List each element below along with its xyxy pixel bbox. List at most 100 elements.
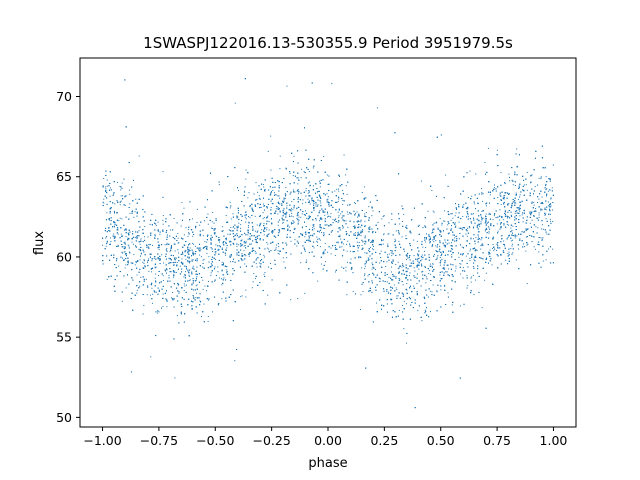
data-point xyxy=(548,201,550,203)
data-point xyxy=(179,265,181,267)
data-point xyxy=(439,229,441,231)
data-point xyxy=(146,294,148,296)
data-point xyxy=(365,212,367,214)
data-point xyxy=(365,263,367,265)
data-point xyxy=(375,269,377,271)
data-point xyxy=(347,240,349,242)
data-point xyxy=(541,196,543,198)
data-point xyxy=(312,235,314,237)
data-point xyxy=(537,244,539,246)
data-point xyxy=(511,245,513,247)
data-point xyxy=(275,248,277,250)
data-point xyxy=(316,236,318,238)
data-point xyxy=(205,290,207,292)
data-point xyxy=(177,237,179,239)
data-point xyxy=(436,251,438,253)
data-point xyxy=(219,241,221,243)
data-point xyxy=(439,274,441,276)
data-point xyxy=(270,169,272,171)
data-point xyxy=(266,234,268,236)
data-point xyxy=(298,219,300,221)
data-point xyxy=(484,279,486,281)
data-point xyxy=(538,177,540,179)
data-point xyxy=(340,238,342,240)
data-point xyxy=(390,250,392,252)
data-point xyxy=(392,287,394,289)
data-point xyxy=(267,150,269,152)
data-point xyxy=(278,253,280,255)
data-point xyxy=(454,270,456,272)
data-point xyxy=(204,285,206,287)
data-point xyxy=(106,278,108,280)
data-point xyxy=(334,190,336,192)
data-point xyxy=(199,254,201,256)
data-point xyxy=(426,233,427,235)
data-point xyxy=(360,235,362,237)
data-point xyxy=(221,284,223,286)
data-point xyxy=(447,264,449,266)
data-point xyxy=(221,298,223,300)
data-point xyxy=(185,258,187,260)
data-point xyxy=(202,259,204,261)
data-point xyxy=(459,263,461,265)
data-point xyxy=(342,189,344,191)
data-point xyxy=(356,241,358,243)
data-point xyxy=(194,245,196,247)
data-point xyxy=(281,202,283,204)
data-point xyxy=(254,230,256,232)
data-point xyxy=(535,226,537,228)
data-point xyxy=(386,254,388,256)
data-point xyxy=(480,239,482,241)
data-point xyxy=(335,246,337,248)
data-point xyxy=(237,225,239,227)
data-point xyxy=(363,186,365,188)
data-point xyxy=(122,195,124,197)
data-point xyxy=(395,240,397,242)
data-point xyxy=(451,242,453,244)
data-point xyxy=(542,260,544,262)
data-point xyxy=(195,285,197,287)
data-point xyxy=(388,276,390,278)
data-point xyxy=(278,195,280,197)
data-point xyxy=(492,238,494,240)
data-point xyxy=(390,271,392,273)
data-point xyxy=(479,225,481,227)
data-point xyxy=(290,240,292,242)
data-point xyxy=(155,266,157,268)
data-point xyxy=(172,292,174,293)
data-point xyxy=(503,224,505,226)
data-point xyxy=(262,212,264,214)
data-point xyxy=(493,187,495,189)
data-point xyxy=(203,303,205,305)
data-point xyxy=(406,238,408,240)
data-point xyxy=(398,240,400,242)
data-point xyxy=(131,241,133,243)
data-point xyxy=(454,215,456,217)
data-point xyxy=(196,292,198,294)
data-point xyxy=(278,246,280,248)
data-point xyxy=(321,231,323,233)
data-point xyxy=(241,254,243,256)
data-point xyxy=(143,304,145,306)
data-point xyxy=(324,261,326,263)
data-point xyxy=(552,209,554,211)
data-point xyxy=(277,195,279,197)
data-point xyxy=(318,220,320,222)
data-point xyxy=(257,230,259,232)
data-point xyxy=(312,227,314,229)
data-point xyxy=(393,284,395,286)
data-point xyxy=(105,188,107,190)
data-point xyxy=(346,211,348,213)
data-point xyxy=(367,275,369,277)
data-point xyxy=(542,203,544,204)
data-point xyxy=(301,168,303,170)
data-point xyxy=(485,213,487,215)
data-point xyxy=(229,201,231,203)
data-point xyxy=(405,235,407,237)
data-point xyxy=(393,275,395,277)
data-point xyxy=(102,201,104,203)
data-point xyxy=(309,234,311,236)
data-point xyxy=(119,204,121,206)
data-point xyxy=(162,223,164,225)
data-point xyxy=(454,226,456,228)
